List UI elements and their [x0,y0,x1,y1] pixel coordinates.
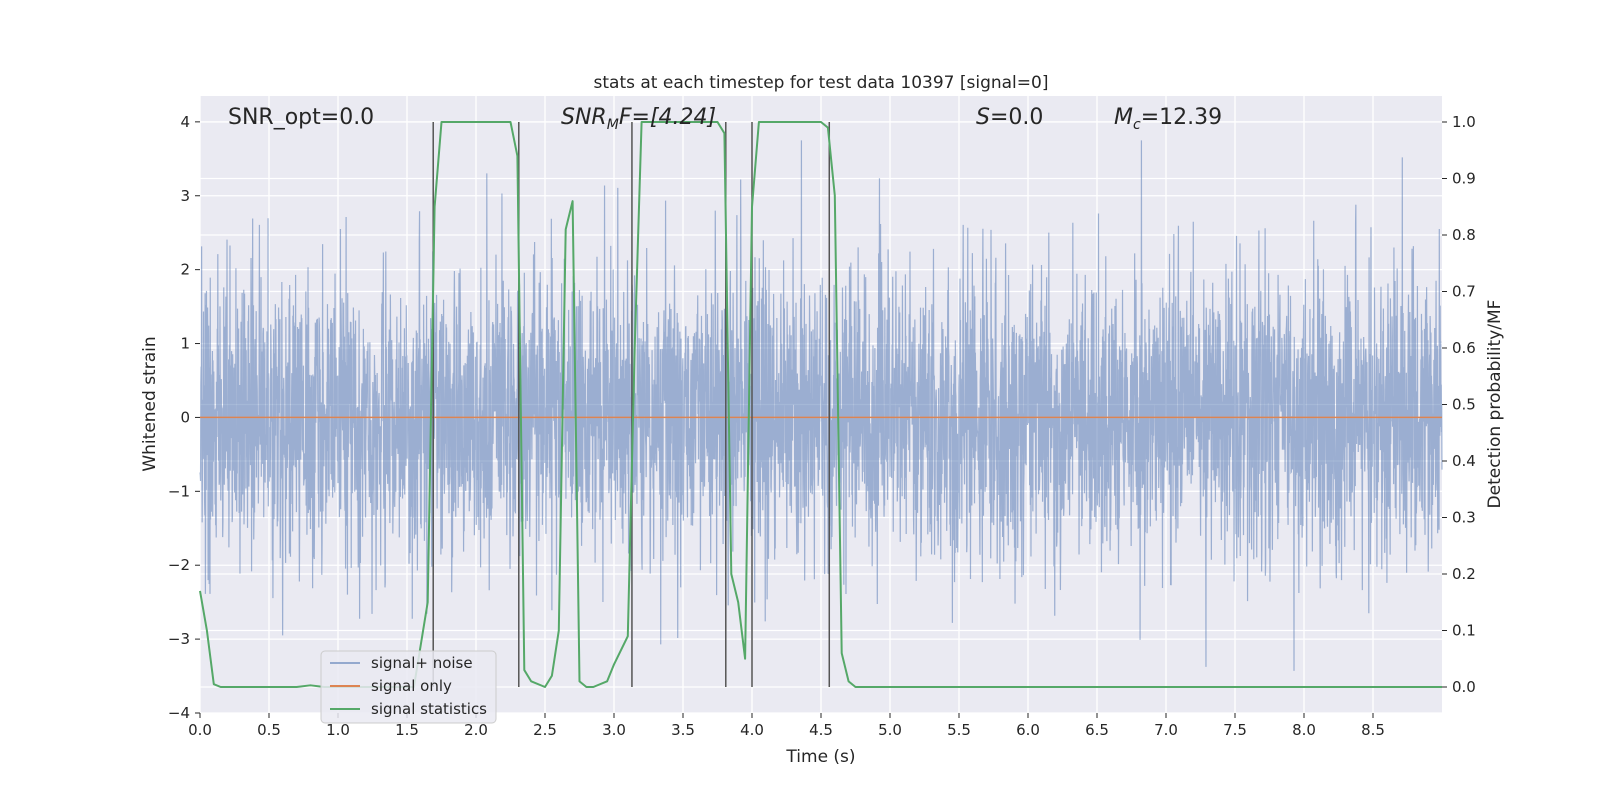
x-tick-label-6: 3.0 [602,721,626,739]
y2-tick-label-2: 0.2 [1452,565,1476,583]
y-tick-label-6: 2 [180,261,190,279]
y2-tick-label-0: 0.0 [1452,678,1476,696]
x-tick-label-13: 6.5 [1085,721,1109,739]
legend-label-signal-only: signal only [371,677,452,695]
annotation-snr-opt: SNR_opt=0.0 [228,105,374,130]
annotation-mc: Mc=12.39 [1114,105,1222,133]
x-tick-label-1: 0.5 [257,721,281,739]
y-tick-label-8: 4 [180,113,190,131]
y2-axis-label: Detection probability/MF [1485,300,1505,509]
y2-tick-label-1: 0.1 [1452,622,1476,640]
annotation-snr-mf: SNRMF=[4.24] [561,105,716,133]
x-tick-label-9: 4.5 [809,721,833,739]
x-axis-label: Time (s) [785,747,855,767]
x-tick-label-15: 7.5 [1223,721,1247,739]
legend-box [320,650,497,724]
x-tick-label-14: 7.0 [1154,721,1178,739]
annotation-snr-mf-sub: M [607,117,619,133]
legend-label-signal-noise: signal+ noise [371,654,473,672]
x-tick-label-2: 1.0 [326,721,350,739]
x-tick-label-11: 5.5 [947,721,971,739]
x-axis-ticks: 0.0 0.5 1.0 1.5 2.0 2.5 3.0 3.5 4.0 4.5 5.0 5.5 6.0 6… [188,713,1385,739]
x-tick-label-12: 6.0 [1016,721,1040,739]
y-axis-ticks: −4 −3 −2 −1 0 1 2 3 4 [168,113,200,722]
x-tick-label-0: 0.0 [188,721,212,739]
annotation-mc-rest: =12.39 [1141,105,1222,130]
y-tick-label-2: −2 [168,556,190,574]
legend: signal+ noise signal only signal statist… [320,650,497,724]
y-tick-label-7: 3 [180,187,190,205]
x-tick-label-10: 5.0 [878,721,902,739]
annotation-mc-base: M [1114,105,1133,130]
y2-tick-label-10: 1.0 [1452,113,1476,131]
y2-tick-label-7: 0.7 [1452,282,1476,300]
y-tick-label-1: −3 [168,630,190,648]
chart-title: stats at each timestep for test data 103… [594,73,1049,93]
x-tick-label-16: 8.0 [1292,721,1316,739]
annotation-mc-sub: c [1133,117,1141,133]
annotation-s-rest: =0.0 [990,105,1043,130]
annotation-snr-mf-rest: F=[4.24] [619,105,716,130]
x-tick-label-8: 4.0 [740,721,764,739]
y-axis-label: Whitened strain [140,336,160,471]
annotation-snr-mf-base: SNR [561,105,607,130]
annotation-s-var: S [976,105,990,130]
y-tick-label-3: −1 [168,482,190,500]
x-tick-label-3: 1.5 [395,721,419,739]
x-tick-label-5: 2.5 [533,721,557,739]
y2-tick-label-5: 0.5 [1452,396,1476,414]
x-tick-label-4: 2.0 [464,721,488,739]
y2-axis-ticks: 0.0 0.1 0.2 0.3 0.4 0.5 0.6 0.7 0.8 0.9 1.0 [1442,113,1476,696]
x-tick-label-7: 3.5 [671,721,695,739]
y-tick-label-4: 0 [180,408,190,426]
legend-label-signal-statistics: signal statistics [371,700,487,718]
y2-tick-label-9: 0.9 [1452,169,1476,187]
x-tick-label-17: 8.5 [1361,721,1385,739]
y2-tick-label-3: 0.3 [1452,509,1476,527]
annotation-s: S=0.0 [976,105,1043,130]
y2-tick-label-6: 0.6 [1452,339,1476,357]
y-tick-label-0: −4 [168,704,190,722]
y-tick-label-5: 1 [180,335,190,353]
y2-tick-label-8: 0.8 [1452,226,1476,244]
y2-tick-label-4: 0.4 [1452,452,1476,470]
